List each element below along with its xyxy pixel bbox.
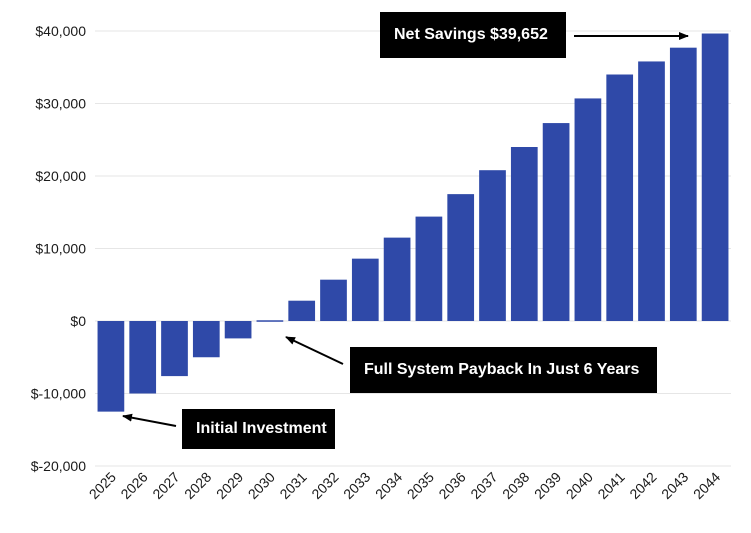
y-tick-label: $0 xyxy=(70,313,86,329)
bar-2027 xyxy=(161,321,188,377)
x-tick-label: 2033 xyxy=(340,469,373,502)
x-tick-label: 2027 xyxy=(149,469,182,502)
payback-callout: Full System Payback In Just 6 Years xyxy=(350,347,657,393)
bar-2032 xyxy=(320,279,347,321)
x-tick-label: 2043 xyxy=(658,469,691,502)
bar-2040 xyxy=(574,98,602,321)
x-tick-label: 2040 xyxy=(563,469,596,502)
bar-2043 xyxy=(669,47,697,322)
x-tick-label: 2030 xyxy=(245,469,278,502)
x-tick-label: 2032 xyxy=(308,469,341,502)
x-tick-label: 2038 xyxy=(499,469,532,502)
y-tick-label: $-20,000 xyxy=(31,458,86,474)
x-tick-label: 2034 xyxy=(372,469,405,502)
x-tick-label: 2025 xyxy=(86,469,119,502)
bar-2036 xyxy=(447,194,475,321)
bar-2037 xyxy=(479,170,506,321)
bar-2026 xyxy=(129,321,157,394)
x-tick-label: 2042 xyxy=(626,469,659,502)
x-tick-label: 2036 xyxy=(435,469,468,502)
x-tick-label: 2035 xyxy=(404,469,437,502)
bar-2039 xyxy=(542,123,570,321)
x-tick-label: 2041 xyxy=(594,469,627,502)
bar-2034 xyxy=(383,237,411,321)
x-tick-label: 2031 xyxy=(276,469,309,502)
x-tick-label: 2026 xyxy=(117,469,150,502)
bar-2042 xyxy=(638,61,665,321)
x-tick-label: 2039 xyxy=(531,469,564,502)
annotation-arrows xyxy=(122,32,689,427)
initial-investment-callout: Initial Investment xyxy=(182,409,335,449)
y-tick-label: $40,000 xyxy=(35,23,86,39)
bar-2030 xyxy=(256,320,284,322)
bar-2025 xyxy=(97,321,125,412)
x-tick-label: 2029 xyxy=(213,469,246,502)
bar-2041 xyxy=(606,74,634,321)
initial-investment-arrow xyxy=(122,413,177,427)
y-tick-label: $30,000 xyxy=(35,96,86,112)
y-tick-label: $20,000 xyxy=(35,168,86,184)
y-axis-ticks: $40,000 $30,000 $20,000 $10,000 $0 $-10,000 $-… xyxy=(31,23,86,474)
x-tick-label: 2028 xyxy=(181,469,214,502)
bar-2031 xyxy=(288,300,316,321)
x-tick-label: 2044 xyxy=(690,469,723,502)
x-tick-label: 2037 xyxy=(467,469,500,502)
bar-2038 xyxy=(510,147,538,321)
grid-lines xyxy=(95,30,731,467)
y-tick-label: $10,000 xyxy=(35,241,86,257)
bar-2035 xyxy=(415,216,443,321)
net-savings-callout: Net Savings $39,652 xyxy=(380,12,566,58)
y-tick-label: $-10,000 xyxy=(31,386,86,402)
payback-arrow xyxy=(285,336,344,365)
bar-2029 xyxy=(224,321,252,339)
bar-2028 xyxy=(192,321,220,358)
bar-2044 xyxy=(701,33,729,321)
bars xyxy=(97,33,729,412)
bar-2033 xyxy=(351,258,379,321)
x-axis-ticks: 2025202620272028202920302031203220332034… xyxy=(86,469,724,502)
